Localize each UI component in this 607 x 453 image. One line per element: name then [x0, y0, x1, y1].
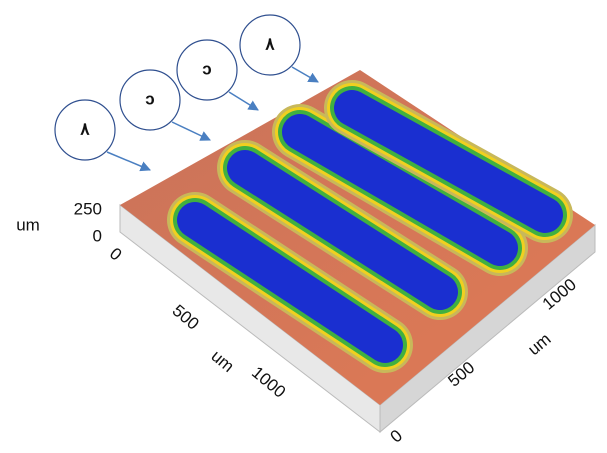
annotation-arrow	[107, 152, 150, 170]
axis-text: um	[207, 346, 237, 376]
axis-text: 500	[169, 301, 203, 334]
annotation-arrow	[172, 122, 210, 140]
annotation-arrow	[292, 67, 318, 82]
surface-view: ٨ɔɔ٨2500um05001000um05001000um	[0, 0, 607, 448]
axis-text: 1000	[248, 363, 289, 402]
annotation-label: ٨	[79, 119, 90, 138]
axis-text: 250	[74, 199, 102, 218]
annotation-label: ٨	[264, 34, 275, 53]
annotation-label: ɔ	[202, 59, 211, 78]
axis-text: 0	[387, 426, 406, 447]
axis-text: 0	[106, 244, 125, 265]
annotation-arrow	[229, 92, 258, 110]
axis-text: um	[524, 329, 554, 359]
annotation-label: ɔ	[145, 89, 154, 108]
axis-text: um	[16, 215, 40, 234]
axis-text: 0	[93, 226, 102, 245]
